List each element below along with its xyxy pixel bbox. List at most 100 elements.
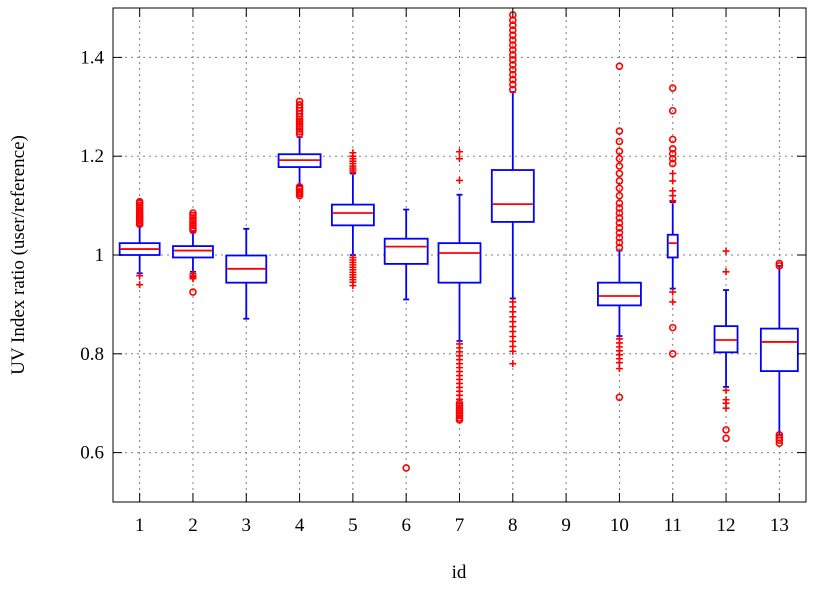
outlier-circle — [615, 177, 624, 185]
outlier-plus — [509, 347, 517, 355]
boxes — [118, 11, 799, 472]
outlier-circle — [615, 393, 624, 402]
outlier-circle — [668, 323, 677, 332]
x-tick-label: 9 — [561, 515, 571, 536]
outlier-circle — [509, 61, 517, 69]
outlier-circle — [295, 130, 304, 138]
outlier-circle — [615, 233, 624, 242]
outlier-circle — [402, 464, 410, 472]
outlier-plus — [456, 155, 463, 163]
y-axis-label: UV Index ratio (user/reference) — [8, 135, 29, 375]
outlier-circle — [509, 56, 517, 64]
outlier-plus — [189, 275, 197, 283]
x-tick-label: 6 — [401, 515, 411, 536]
x-tick-label: 3 — [242, 515, 252, 536]
outlier-circle — [668, 135, 677, 144]
box-11 — [666, 84, 679, 358]
outlier-circle — [295, 101, 304, 109]
outlier-circle — [509, 70, 517, 79]
box-12 — [713, 247, 739, 443]
box-iqr — [437, 242, 482, 284]
outlier-plus — [722, 268, 730, 276]
outlier-plus — [722, 386, 730, 394]
outlier-circle — [615, 214, 624, 222]
outlier-circle — [189, 214, 197, 222]
outlier-circle — [189, 209, 197, 217]
y-tick-label: 0.8 — [80, 344, 104, 365]
outlier-circle — [615, 238, 624, 247]
outlier-circle — [722, 426, 730, 434]
outlier-circle — [509, 75, 517, 84]
outlier-circle — [615, 162, 624, 170]
x-tick-label: 7 — [455, 515, 465, 536]
outlier-plus — [615, 359, 623, 367]
outlier-circle — [295, 127, 304, 136]
x-tick-label: 11 — [664, 515, 682, 536]
outlier-circle — [615, 243, 624, 252]
outlier-circle — [189, 219, 197, 227]
x-tick-label: 12 — [717, 515, 736, 536]
outlier-circle — [615, 228, 624, 237]
outlier-circle — [668, 106, 677, 115]
outlier-circle — [295, 120, 304, 128]
outlier-circle — [189, 216, 197, 225]
outlier-plus — [669, 187, 677, 195]
outlier-circle — [668, 154, 677, 163]
outlier-circle — [615, 219, 624, 227]
x-tick-label: 10 — [610, 515, 629, 536]
box-iqr — [597, 281, 642, 307]
outlier-circle — [509, 26, 517, 35]
box-iqr — [330, 203, 375, 227]
outlier-circle — [668, 159, 677, 168]
outlier-plus — [509, 360, 517, 368]
x-tick-label: 2 — [188, 515, 198, 536]
outlier-plus — [349, 282, 357, 290]
outlier-circle — [668, 84, 677, 92]
x-tick-label: 5 — [348, 515, 358, 536]
outlier-circle — [509, 51, 517, 59]
outlier-circle — [615, 147, 624, 156]
box-2 — [172, 209, 214, 296]
outlier-circle — [295, 97, 304, 106]
box-10 — [597, 62, 642, 402]
outlier-circle — [615, 154, 624, 163]
box-5 — [330, 149, 375, 290]
outlier-circle — [615, 169, 624, 178]
outlier-plus — [669, 288, 677, 296]
box-6 — [383, 208, 429, 472]
outlier-circle — [509, 80, 517, 89]
x-axis-label: id — [452, 562, 467, 583]
box-13 — [759, 259, 799, 448]
box-iqr — [490, 169, 535, 223]
x-tick-label: 13 — [770, 515, 789, 536]
outlier-plus — [615, 365, 623, 373]
outlier-circle — [668, 144, 677, 153]
outlier-circle — [775, 436, 784, 445]
outlier-circle — [615, 62, 624, 71]
outlier-circle — [775, 259, 784, 268]
x-tick-label: 1 — [135, 515, 145, 536]
x-tick-label: 4 — [295, 515, 305, 536]
outlier-circle — [509, 46, 517, 54]
y-tick-label: 0.6 — [80, 443, 104, 464]
outlier-plus — [722, 247, 730, 255]
outlier-circle — [189, 288, 197, 296]
outlier-circle — [455, 409, 464, 417]
outlier-circle — [189, 226, 197, 235]
box-iqr — [172, 245, 214, 259]
outlier-circle — [189, 224, 197, 232]
outlier-circle — [615, 199, 624, 207]
y-tick-label: 1.4 — [80, 47, 104, 68]
outlier-circle — [295, 183, 304, 191]
outlier-circle — [722, 434, 730, 443]
y-tick-label: 1 — [95, 245, 105, 266]
outlier-circle — [509, 41, 517, 49]
outlier-circle — [509, 36, 517, 44]
ticks: 0.60.811.21.41 2 3 4 5 6 7 8 9 10 11 12 13 — [80, 8, 806, 536]
box-7 — [437, 148, 482, 424]
outlier-circle — [509, 85, 517, 94]
outlier-circle — [455, 399, 464, 408]
box-iqr — [666, 233, 679, 259]
outlier-plus — [349, 149, 357, 157]
